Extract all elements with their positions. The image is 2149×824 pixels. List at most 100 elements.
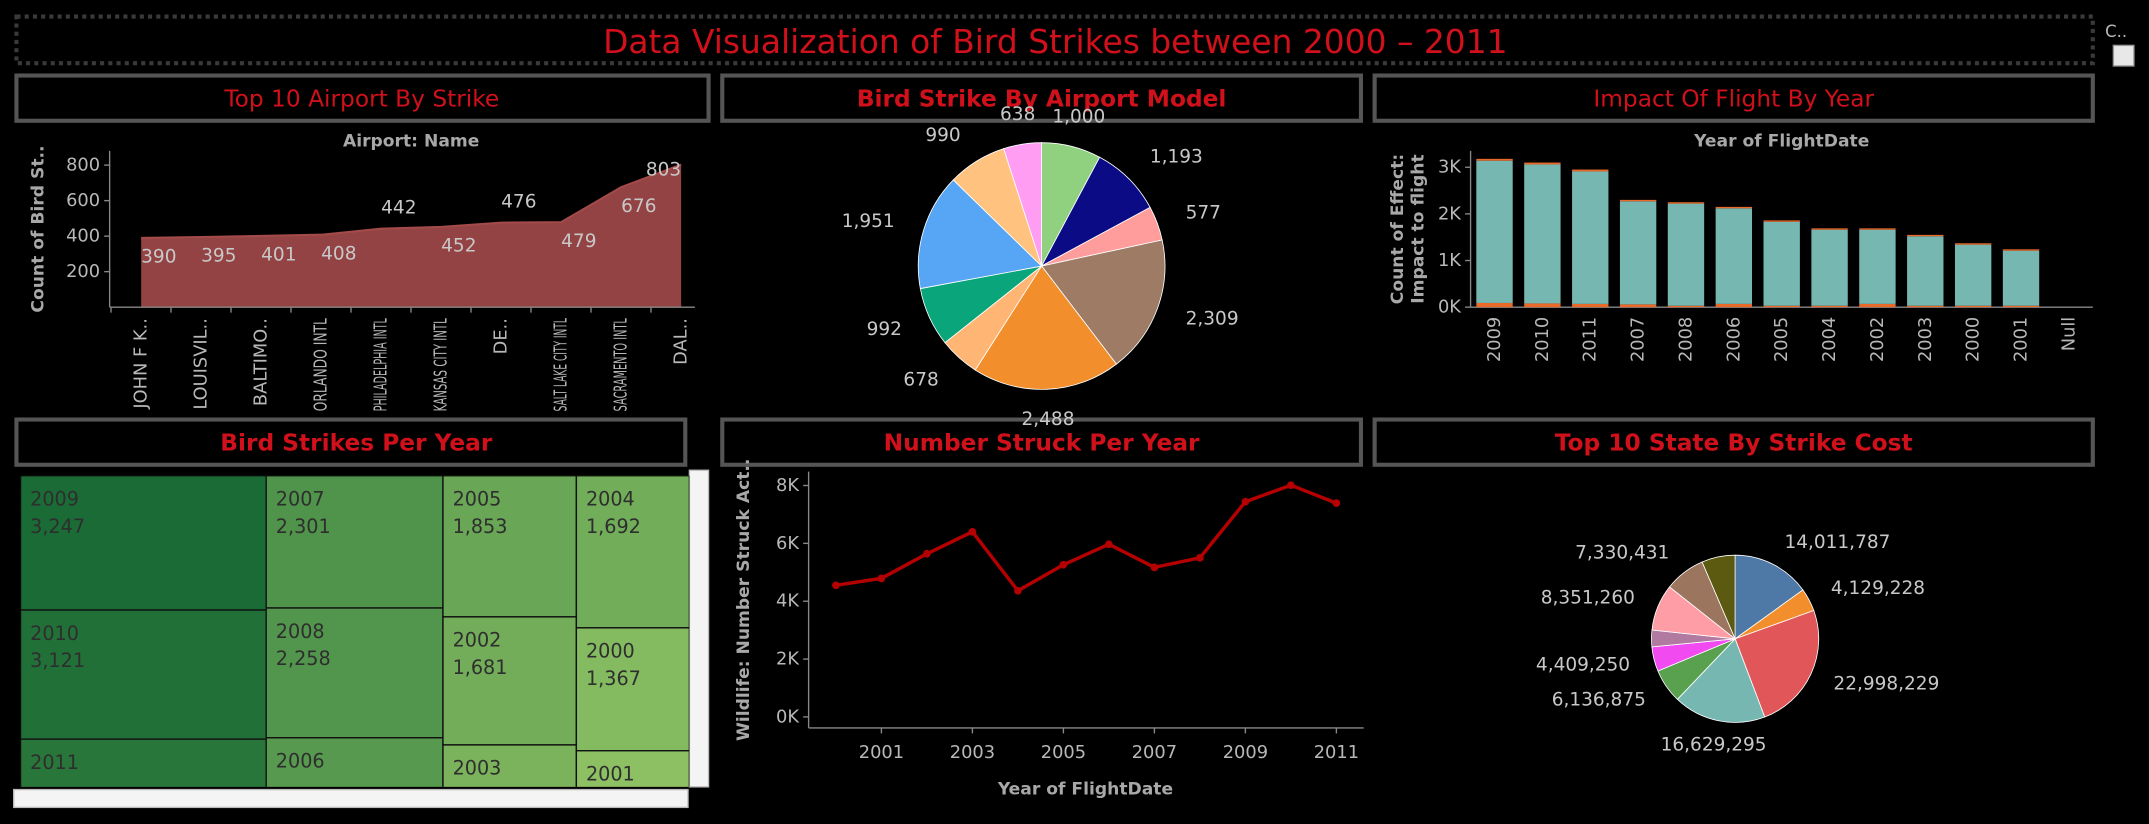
chart-title: Top 10 Airport By Strike: [223, 85, 499, 112]
cell-label: 2005: [453, 488, 502, 511]
chart-title: Top 10 State By Strike Cost: [1555, 429, 1913, 456]
y-tick-label: 400: [66, 226, 100, 247]
chart-title: Bird Strike By Airport Model: [857, 85, 1227, 112]
pie-slice: [1701, 554, 1736, 639]
line-point: [923, 549, 931, 558]
value-label: 16,629,295: [1661, 734, 1767, 755]
title-frame: [14, 14, 2095, 66]
pie-slice: [1676, 638, 1766, 723]
x-tick-label: 2009: [1223, 742, 1268, 763]
line-point: [1196, 553, 1204, 562]
treemap-cell: [442, 744, 578, 787]
treemap-cell: [575, 475, 690, 629]
treemap-cell: [20, 475, 267, 611]
pie-slice: [917, 179, 1043, 290]
bar-segment: [1524, 303, 1561, 308]
bar-segment: [1715, 303, 1753, 308]
bar-segment: [1954, 243, 1992, 245]
x-tick-label: 2007: [1628, 317, 1649, 362]
bar-segment: [2002, 249, 2040, 251]
y-tick-label: 0K: [1438, 297, 1462, 318]
treemap-cell: [575, 627, 690, 752]
panel-header: [14, 73, 711, 123]
control-label: C..: [2105, 22, 2127, 41]
cell-value: 1,681: [453, 656, 508, 679]
bar-segment: [1907, 236, 1944, 306]
value-label: 638: [1000, 104, 1035, 125]
y-tick-label: 800: [66, 155, 100, 176]
x-tick-label: LOUISVIL..: [191, 318, 212, 410]
value-label: 990: [925, 125, 960, 146]
bar-segment: [1619, 304, 1657, 308]
scrollbar-vertical[interactable]: [688, 469, 710, 788]
x-axis-title: Year of FlightDate: [1693, 131, 1869, 151]
line-point: [1014, 586, 1022, 595]
treemap-cell: [265, 475, 444, 609]
line: [835, 483, 1338, 594]
cell-value: 2,301: [276, 515, 331, 538]
dashboard-title: Data Visualization of Bird Strikes betwe…: [603, 22, 1507, 61]
y-tick-label: 3K: [1438, 157, 1462, 178]
bar-segment: [1667, 305, 1705, 308]
x-tick-label: PHILADELPHIA INTL: [371, 318, 392, 411]
bar-segment: [1954, 305, 1992, 308]
value-label: 1,193: [1150, 147, 1203, 168]
x-tick-label: ORLANDO INTL: [311, 318, 332, 411]
cell-label: 2011: [30, 751, 79, 774]
value-label: 401: [261, 245, 296, 266]
treemap-cell: [265, 607, 444, 739]
bar-segment: [1811, 305, 1848, 308]
treemap-viewport: 2009 3,247 2010 3,121 2011 2007 2,301 2008 2,258…: [20, 475, 690, 787]
value-label: 1,951: [842, 211, 895, 232]
bar-segment: [1619, 199, 1657, 202]
cell-label: 2003: [453, 757, 502, 780]
y-tick-label: 4K: [776, 591, 800, 612]
panel-header: [720, 73, 1363, 123]
panel-header: [720, 417, 1363, 467]
x-tick-label: 2008: [1675, 317, 1696, 362]
bar-segment: [1524, 162, 1561, 165]
value-label: 8,351,260: [1541, 587, 1635, 608]
bar-segment: [2002, 250, 2040, 306]
y-axis-title: Count of Bird St..: [28, 145, 48, 312]
cell-value: 2,258: [276, 647, 331, 670]
cell-value: 1,853: [453, 515, 508, 538]
x-tick-label: 2003: [1915, 317, 1936, 362]
bar-segment: [1811, 229, 1848, 306]
value-label: 2,309: [1186, 309, 1239, 330]
x-tick-label: 2009: [1484, 317, 1505, 362]
x-tick-label: 2011: [1580, 317, 1601, 362]
x-tick-label: 2005: [1771, 317, 1792, 362]
x-tick-label: 2004: [1819, 317, 1840, 362]
chart-title: Impact Of Flight By Year: [1593, 85, 1874, 112]
cell-label: 2010: [30, 622, 79, 645]
cell-value: 3,247: [30, 515, 85, 538]
bar-segment: [1572, 169, 1609, 172]
pie-slice: [974, 265, 1117, 390]
value-label: 992: [867, 319, 902, 340]
area-fill: [141, 164, 682, 308]
checkbox[interactable]: [2112, 44, 2135, 67]
panel-header: [1372, 417, 2095, 467]
cell-label: 2002: [453, 629, 502, 652]
treemap-cell: [20, 609, 267, 740]
cell-label: 2000: [586, 640, 635, 663]
value-label: 395: [201, 246, 236, 267]
x-tick-label: 2007: [1132, 742, 1177, 763]
value-label: 408: [321, 243, 356, 264]
line-point: [1059, 560, 1068, 569]
x-tick-label: SACRAMENTO INTL: [611, 318, 632, 411]
scrollbar-horizontal[interactable]: [13, 788, 689, 809]
treemap-cell: [265, 737, 444, 787]
area-line: [141, 163, 682, 239]
bar-segment: [2002, 305, 2040, 308]
x-tick-label: 2002: [1867, 317, 1888, 362]
panel-header: [14, 417, 688, 467]
pie-slice: [1003, 142, 1043, 267]
x-tick-label: 2001: [859, 742, 904, 763]
cell-label: 2006: [276, 750, 325, 773]
cell-label: 2007: [276, 488, 325, 511]
y-tick-label: 1K: [1438, 250, 1462, 271]
chart-title: Bird Strikes Per Year: [220, 429, 493, 456]
